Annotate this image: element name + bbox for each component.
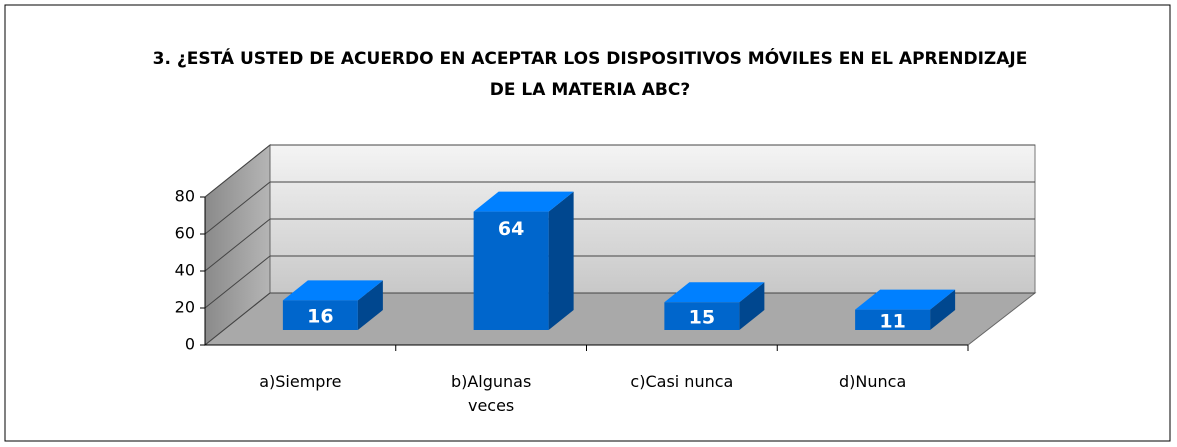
x-tick-label: b)Algunas veces — [450, 372, 532, 415]
grid-line — [204, 218, 271, 272]
bar-top — [664, 282, 765, 303]
bar-side — [357, 280, 383, 330]
grid-line — [204, 181, 271, 235]
y-tick-label: 40 — [175, 261, 195, 280]
grid-line — [204, 144, 271, 198]
x-tick-label: c)Casi nunca — [630, 372, 734, 391]
x-tick-label: a)Siempre — [259, 372, 342, 391]
border — [4, 4, 1171, 442]
bar-side — [930, 289, 956, 330]
x-tick-label: d)Nunca — [839, 372, 907, 391]
y-tick-label: 20 — [175, 298, 195, 317]
bar-top — [855, 289, 956, 310]
grid-line — [204, 292, 271, 346]
y-tick-label: 0 — [185, 335, 195, 354]
data-label: 16 — [307, 306, 333, 328]
grid-line — [204, 255, 271, 309]
bar-top — [473, 191, 574, 212]
bar-top — [282, 280, 383, 301]
bar — [282, 300, 358, 330]
data-label: 64 — [498, 218, 524, 240]
y-tick-label: 80 — [175, 187, 195, 206]
y-tick-label: 60 — [175, 224, 195, 243]
bar-side — [548, 191, 574, 330]
bar — [855, 309, 931, 330]
chart-title: 3. ¿ESTÁ USTED DE ACUERDO EN ACEPTAR LOS… — [152, 49, 1028, 100]
bar-side — [739, 282, 765, 330]
bar — [664, 302, 740, 330]
data-label: 11 — [879, 310, 905, 332]
data-label: 15 — [689, 307, 715, 329]
bar — [473, 211, 549, 330]
